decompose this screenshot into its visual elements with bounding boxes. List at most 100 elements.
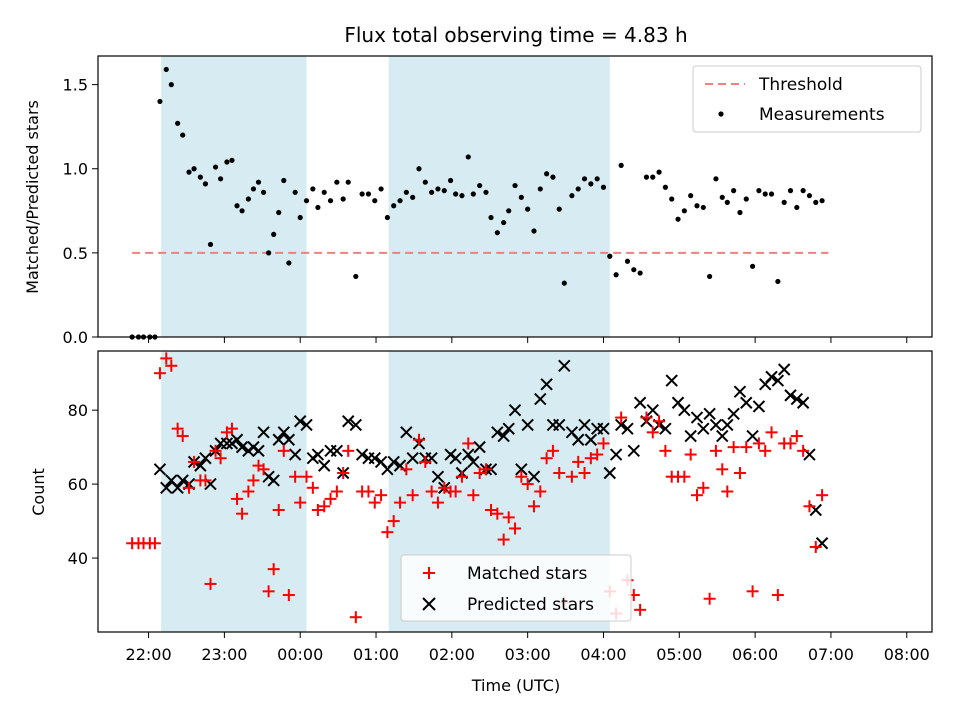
predicted-point-b bbox=[288, 448, 302, 461]
measurement-point bbox=[303, 198, 310, 204]
matched-point bbox=[473, 467, 486, 480]
measurement-point bbox=[410, 194, 416, 200]
matched-point bbox=[716, 463, 729, 476]
matched-point bbox=[502, 511, 515, 524]
matched-point bbox=[797, 444, 810, 457]
y-tick-label: 0.5 bbox=[63, 244, 88, 263]
predicted-point-b bbox=[721, 418, 734, 432]
matched-point bbox=[176, 430, 189, 443]
matched-point bbox=[306, 481, 319, 494]
predicted-point bbox=[515, 463, 528, 476]
legend-matched-label: Matched stars bbox=[467, 564, 587, 584]
predicted-point bbox=[627, 444, 641, 458]
matched-point bbox=[640, 411, 653, 424]
top-legend: Threshold Measurements bbox=[692, 65, 922, 133]
predicted-point-b bbox=[603, 466, 617, 480]
measurement-point bbox=[359, 191, 365, 197]
matched-point bbox=[318, 500, 331, 513]
predicted-point-b bbox=[727, 407, 740, 421]
measurement-point bbox=[681, 208, 687, 214]
predicted-point-b bbox=[646, 403, 659, 417]
measurement-point bbox=[588, 181, 594, 187]
predicted-point-b bbox=[540, 378, 553, 391]
predicted-point-b bbox=[235, 440, 249, 454]
predicted-point bbox=[387, 455, 400, 469]
measurement-point bbox=[781, 199, 787, 205]
predicted-point bbox=[709, 418, 723, 432]
top-panel: Flux total observing time = 4.83 h 0.00.… bbox=[23, 23, 933, 347]
predicted-point-b bbox=[521, 418, 534, 432]
predicted-point bbox=[491, 426, 504, 439]
matched-point bbox=[247, 474, 260, 487]
predicted-point-b bbox=[809, 503, 822, 517]
measurement-point bbox=[217, 176, 224, 182]
matched-point bbox=[527, 500, 540, 513]
measurement-point bbox=[372, 198, 378, 204]
matched-point bbox=[204, 577, 217, 590]
matched-point bbox=[300, 470, 313, 483]
measurement-point bbox=[737, 209, 743, 216]
predicted-point bbox=[300, 418, 313, 432]
measurement-point bbox=[403, 189, 409, 195]
top-y-axis: 0.0 0.5 1.0 1.5 bbox=[63, 76, 98, 347]
predicted-point-b bbox=[803, 448, 816, 461]
matched-point bbox=[214, 452, 227, 465]
predicted-point bbox=[318, 459, 331, 472]
legend-threshold-label: Threshold bbox=[758, 75, 843, 95]
predicted-point bbox=[796, 396, 810, 409]
matched-point bbox=[257, 463, 270, 476]
predicted-point-b bbox=[374, 455, 388, 469]
bottom-legend: Matched stars Predicted stars bbox=[400, 554, 632, 622]
measurement-point bbox=[550, 174, 556, 180]
predicted-point-b bbox=[176, 474, 189, 487]
predicted-point-b bbox=[400, 426, 413, 439]
predicted-point bbox=[553, 418, 566, 432]
predicted-point-b bbox=[194, 459, 207, 472]
measurement-point bbox=[378, 186, 384, 192]
matched-point bbox=[809, 540, 822, 553]
measurement-point bbox=[613, 272, 619, 278]
matched-point bbox=[497, 533, 510, 546]
predicted-point-b bbox=[684, 429, 697, 443]
measurement-point bbox=[669, 196, 675, 202]
predicted-point-b bbox=[199, 452, 212, 465]
predicted-point-b bbox=[165, 474, 178, 487]
y-tick-label: 60 bbox=[68, 475, 88, 494]
matched-point bbox=[690, 489, 703, 502]
measurement-point bbox=[594, 176, 600, 182]
measurement-point bbox=[694, 203, 700, 209]
measurement-point bbox=[422, 179, 428, 185]
predicted-point bbox=[252, 444, 265, 458]
measurement-point bbox=[429, 189, 435, 195]
bottom-xlabel: Time (UTC) bbox=[471, 676, 560, 695]
measurement-point bbox=[315, 204, 321, 211]
x-tick-label: 00:00 bbox=[277, 645, 323, 664]
predicted-point-b bbox=[220, 437, 234, 450]
measurement-point bbox=[470, 191, 476, 197]
matched-point bbox=[584, 452, 597, 465]
predicted-point-b bbox=[277, 426, 290, 439]
matched-point bbox=[546, 444, 559, 457]
measurement-point bbox=[488, 214, 494, 221]
matched-point bbox=[183, 481, 196, 494]
matched-point bbox=[324, 492, 337, 505]
matched-point bbox=[752, 437, 765, 450]
predicted-point bbox=[790, 392, 804, 406]
predicted-point-b bbox=[272, 433, 285, 446]
matched-point bbox=[684, 448, 697, 461]
measurement-point bbox=[266, 250, 272, 256]
predicted-point bbox=[508, 403, 522, 417]
measurement-point bbox=[556, 206, 562, 212]
predicted-point-b bbox=[497, 429, 510, 443]
measurement-point bbox=[260, 189, 267, 195]
measurement-point bbox=[365, 191, 372, 197]
matched-point bbox=[412, 433, 425, 446]
top-axes-frame bbox=[97, 55, 933, 338]
measurement-point bbox=[447, 177, 454, 184]
matched-point bbox=[277, 444, 290, 457]
matched-point bbox=[188, 455, 201, 468]
measurement-point bbox=[163, 66, 169, 73]
measurement-point bbox=[600, 184, 607, 190]
predicted-point bbox=[614, 418, 628, 432]
